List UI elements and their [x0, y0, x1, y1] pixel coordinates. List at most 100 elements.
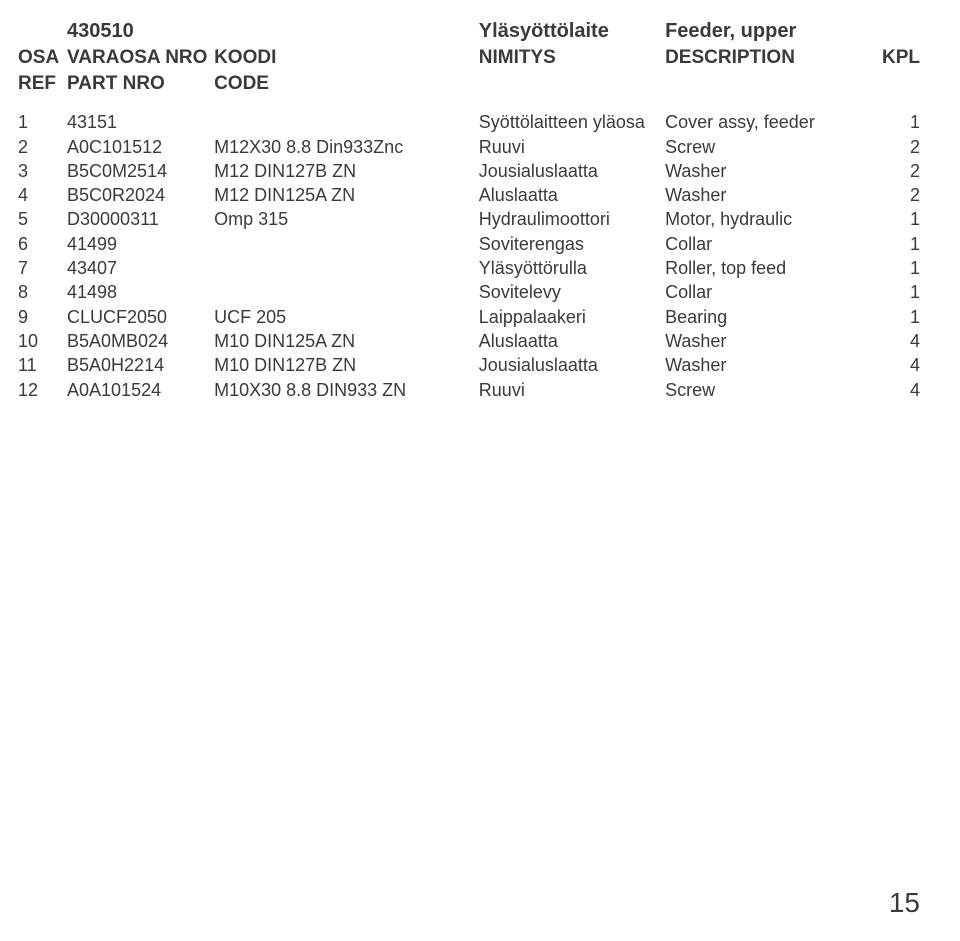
- cell-code: M12 DIN125A ZN: [214, 183, 479, 207]
- cell-part: CLUCF2050: [67, 305, 214, 329]
- table-row: 11B5A0H2214M10 DIN127B ZNJousialuslaatta…: [18, 353, 920, 377]
- cell-part: A0C101512: [67, 135, 214, 159]
- cell-name-fi: Ruuvi: [479, 378, 665, 402]
- cell-part: B5C0M2514: [67, 159, 214, 183]
- cell-qty: 1: [881, 280, 920, 304]
- cell-name-en: Roller, top feed: [665, 256, 881, 280]
- cell-code: M12 DIN127B ZN: [214, 159, 479, 183]
- cell-code: M10X30 8.8 DIN933 ZN: [214, 378, 479, 402]
- spacer: [18, 96, 920, 110]
- cell-part: A0A101524: [67, 378, 214, 402]
- cell-name-en: Cover assy, feeder: [665, 110, 881, 134]
- cell-part: B5A0MB024: [67, 329, 214, 353]
- cell-part: D30000311: [67, 207, 214, 231]
- col-part-header: VARAOSA NRO: [67, 45, 214, 71]
- cell-name-en: Collar: [665, 232, 881, 256]
- cell-ref: 9: [18, 305, 67, 329]
- cell-ref: 5: [18, 207, 67, 231]
- cell-name-fi: Jousialuslaatta: [479, 159, 665, 183]
- cell-code: M12X30 8.8 Din933Znc: [214, 135, 479, 159]
- cell-name-fi: Sovitelevy: [479, 280, 665, 304]
- cell-qty: 1: [881, 256, 920, 280]
- cell-name-fi: Laippalaakeri: [479, 305, 665, 329]
- col-code-header: KOODI: [214, 45, 479, 71]
- assembly-title-row: 430510 Yläsyöttölaite Feeder, upper: [18, 18, 920, 45]
- cell-qty: 2: [881, 183, 920, 207]
- cell-name-fi: Jousialuslaatta: [479, 353, 665, 377]
- table-row: 841498 SovitelevyCollar1: [18, 280, 920, 304]
- cell-code: [214, 110, 479, 134]
- cell-name-fi: Ruuvi: [479, 135, 665, 159]
- spacer: [18, 18, 67, 45]
- cell-ref: 10: [18, 329, 67, 353]
- cell-name-en: Screw: [665, 135, 881, 159]
- table-row: 143151Syöttölaitteen yläosaCover assy, f…: [18, 110, 920, 134]
- cell-qty: 1: [881, 207, 920, 231]
- table-row: 2A0C101512M12X30 8.8 Din933ZncRuuviScrew…: [18, 135, 920, 159]
- table-row: 641499SoviterengasCollar1: [18, 232, 920, 256]
- cell-name-en: Bearing: [665, 305, 881, 329]
- cell-code: [214, 256, 479, 280]
- cell-ref: 8: [18, 280, 67, 304]
- table-row: 743407 YläsyöttörullaRoller, top feed1: [18, 256, 920, 280]
- col-en-header: DESCRIPTION: [665, 45, 881, 71]
- cell-qty: 1: [881, 232, 920, 256]
- table-row: 9CLUCF2050UCF 205LaippalaakeriBearing1: [18, 305, 920, 329]
- col-part-header-2: PART NRO: [67, 71, 214, 97]
- cell-ref: 12: [18, 378, 67, 402]
- cell-qty: 4: [881, 329, 920, 353]
- col-ref-header: OSA: [18, 45, 67, 71]
- cell-code: M10 DIN127B ZN: [214, 353, 479, 377]
- cell-part: B5A0H2214: [67, 353, 214, 377]
- cell-qty: 1: [881, 305, 920, 329]
- cell-name-fi: Aluslaatta: [479, 329, 665, 353]
- table-row: 12A0A101524M10X30 8.8 DIN933 ZNRuuviScre…: [18, 378, 920, 402]
- cell-ref: 4: [18, 183, 67, 207]
- assembly-name-fi: Yläsyöttölaite: [479, 18, 665, 45]
- cell-part: 43151: [67, 110, 214, 134]
- cell-name-fi: Yläsyöttörulla: [479, 256, 665, 280]
- page: 430510 Yläsyöttölaite Feeder, upper OSA …: [0, 0, 960, 941]
- cell-name-en: Washer: [665, 183, 881, 207]
- cell-ref: 7: [18, 256, 67, 280]
- column-header-row-1: OSA VARAOSA NRO KOODI NIMITYS DESCRIPTIO…: [18, 45, 920, 71]
- cell-qty: 4: [881, 378, 920, 402]
- table-row: 5D30000311Omp 315HydraulimoottoriMotor, …: [18, 207, 920, 231]
- table-row: 10B5A0MB024M10 DIN125A ZNAluslaattaWashe…: [18, 329, 920, 353]
- table-row: 4B5C0R2024M12 DIN125A ZNAluslaattaWasher…: [18, 183, 920, 207]
- cell-part: 41499: [67, 232, 214, 256]
- cell-name-en: Washer: [665, 353, 881, 377]
- cell-name-en: Washer: [665, 329, 881, 353]
- page-number: 15: [889, 887, 920, 919]
- col-ref-header-2: REF: [18, 71, 67, 97]
- cell-code: [214, 232, 479, 256]
- spacer: [214, 18, 479, 45]
- cell-name-en: Screw: [665, 378, 881, 402]
- cell-name-fi: Soviterengas: [479, 232, 665, 256]
- cell-qty: 4: [881, 353, 920, 377]
- cell-ref: 1: [18, 110, 67, 134]
- cell-qty: 1: [881, 110, 920, 134]
- cell-part: 41498: [67, 280, 214, 304]
- cell-ref: 2: [18, 135, 67, 159]
- cell-ref: 3: [18, 159, 67, 183]
- cell-part: 43407: [67, 256, 214, 280]
- spacer: [881, 18, 920, 45]
- cell-code: M10 DIN125A ZN: [214, 329, 479, 353]
- spacer: [665, 71, 881, 97]
- spacer: [479, 71, 665, 97]
- assembly-number: 430510: [67, 18, 214, 45]
- cell-name-en: Collar: [665, 280, 881, 304]
- cell-name-fi: Hydraulimoottori: [479, 207, 665, 231]
- cell-part: B5C0R2024: [67, 183, 214, 207]
- cell-name-fi: Aluslaatta: [479, 183, 665, 207]
- cell-code: Omp 315: [214, 207, 479, 231]
- table-row: 3B5C0M2514M12 DIN127B ZNJousialuslaattaW…: [18, 159, 920, 183]
- spacer: [881, 71, 920, 97]
- col-qty-header: KPL: [881, 45, 920, 71]
- column-header-row-2: REF PART NRO CODE: [18, 71, 920, 97]
- cell-code: [214, 280, 479, 304]
- cell-code: UCF 205: [214, 305, 479, 329]
- cell-qty: 2: [881, 159, 920, 183]
- parts-table-body: 143151Syöttölaitteen yläosaCover assy, f…: [18, 110, 920, 402]
